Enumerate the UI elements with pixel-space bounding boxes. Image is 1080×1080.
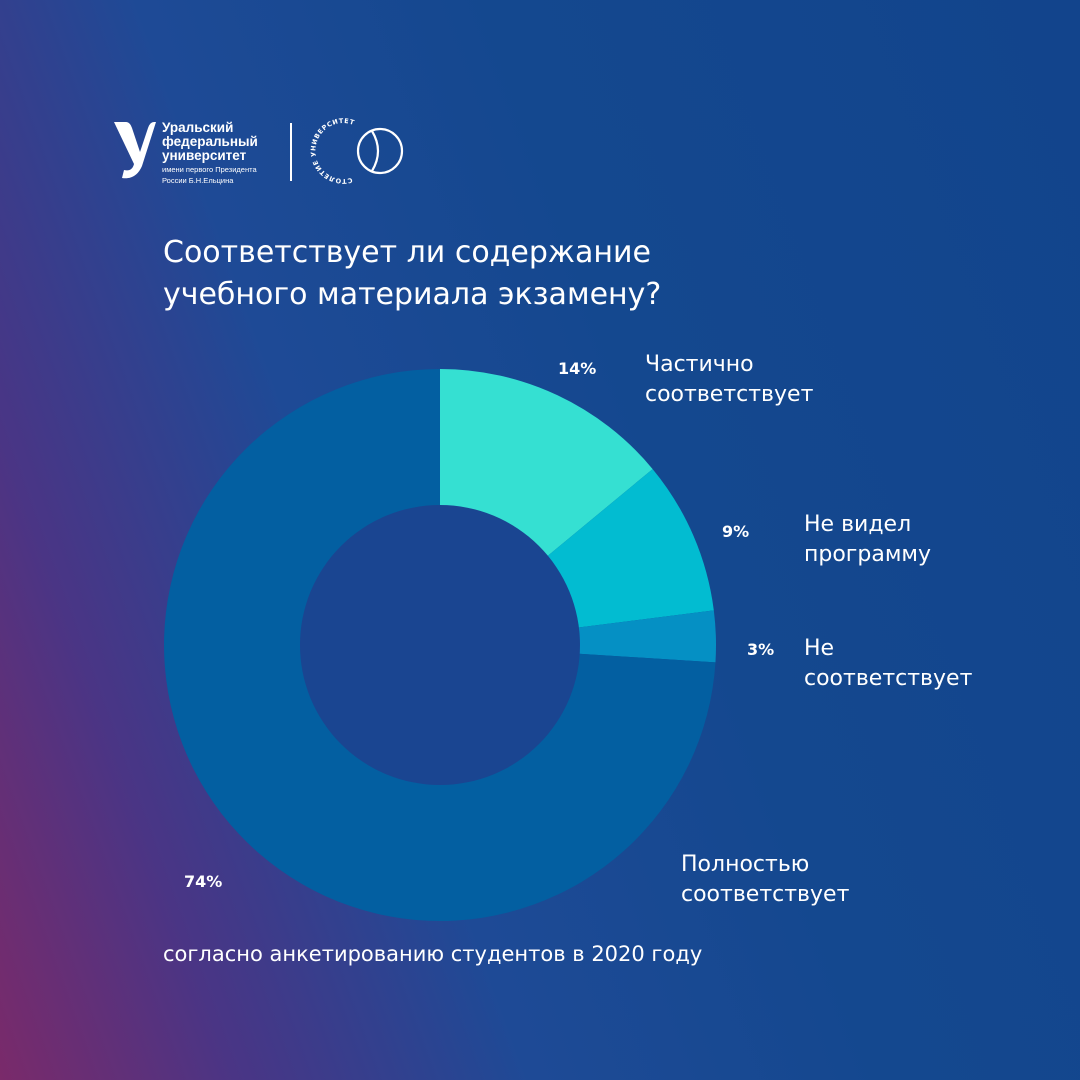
slice-category-label-line: Полностью: [681, 852, 810, 877]
survey-footnote: согласно анкетированию студентов в 2020 …: [163, 942, 703, 966]
slice-category-label-line: Не: [804, 636, 835, 661]
logo-divider: [290, 123, 292, 181]
slice-percent-label: 74%: [184, 872, 223, 891]
slice-percent-label: 3%: [747, 640, 775, 659]
slice-category-label: Частично соответствует: [645, 350, 813, 410]
chart-title-line: Соответствует ли содержание: [163, 235, 651, 270]
donut-center-hole: [300, 505, 580, 785]
chart-title: Соответствует ли содержание учебного мат…: [163, 232, 661, 316]
slice-category-label: Не соответствует: [804, 634, 972, 694]
slice-category-label-line: соответствует: [681, 882, 850, 907]
chart-title-line: учебного материала экзамену?: [163, 277, 662, 312]
slice-category-label-line: программу: [804, 542, 932, 567]
slice-category-label-line: соответствует: [645, 382, 814, 407]
university-subtitle-line: имени первого Президента: [162, 165, 257, 174]
slice-category-label: Полностью соответствует: [681, 850, 849, 910]
university-name: Уральский федеральный университет имени …: [162, 120, 258, 186]
university-logo: Уральский федеральный университет имени …: [112, 118, 412, 188]
slice-category-label: Не видел программу: [804, 510, 931, 570]
slice-category-label-line: соответствует: [804, 666, 973, 691]
university-subtitle-line: России Б.Н.Ельцина: [162, 176, 234, 185]
ural-u-logo-icon: [114, 122, 156, 179]
university-name-line: Уральский: [162, 120, 234, 135]
slice-category-label-line: Частично: [645, 352, 754, 377]
slice-percent-label: 9%: [722, 522, 750, 541]
centenary-logo-icon: СТОЛЕТИЕ УНИВЕРСИТЕТА: [298, 118, 404, 185]
university-name-line: университет: [162, 148, 247, 163]
university-name-line: федеральный: [162, 134, 258, 149]
slice-percent-label: 14%: [558, 359, 597, 378]
slice-category-label-line: Не видел: [804, 512, 912, 537]
